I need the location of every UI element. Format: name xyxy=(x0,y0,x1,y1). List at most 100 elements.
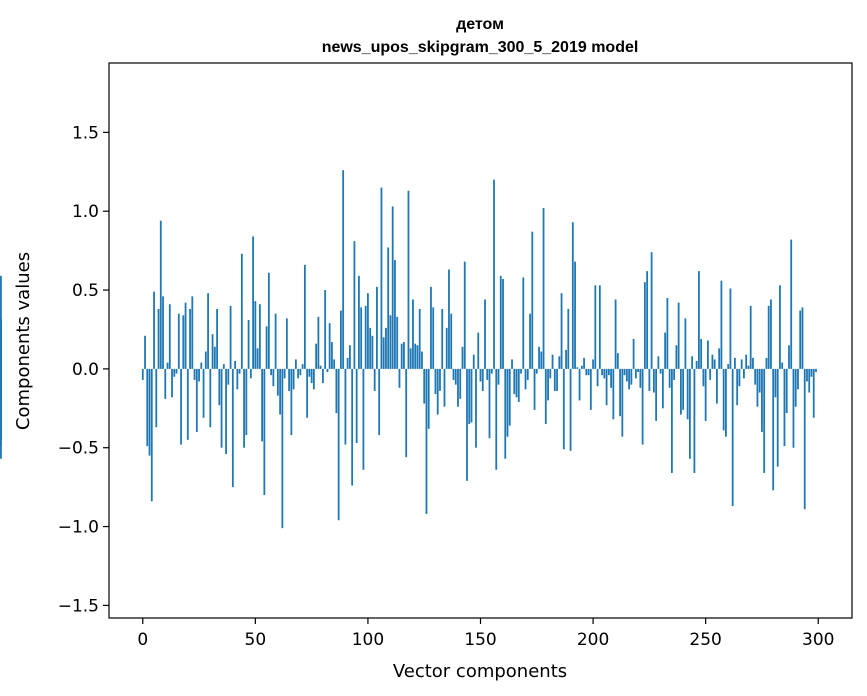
bar xyxy=(702,368,705,387)
bar xyxy=(754,368,757,385)
y-tick-label: 1.0 xyxy=(72,202,99,222)
x-tick-label: 200 xyxy=(577,630,609,650)
bar xyxy=(333,359,336,369)
bar xyxy=(562,368,565,450)
bar xyxy=(508,368,511,426)
x-tick-label: 300 xyxy=(802,630,834,650)
bar xyxy=(168,304,171,369)
bar xyxy=(385,327,387,369)
bar xyxy=(765,357,768,369)
bar xyxy=(646,271,649,369)
bar xyxy=(709,368,712,380)
bar xyxy=(315,343,318,369)
bar xyxy=(276,368,279,396)
bar xyxy=(387,247,390,369)
bar xyxy=(342,170,345,369)
bar xyxy=(256,348,259,369)
bar xyxy=(614,299,617,369)
bar xyxy=(576,367,579,369)
bar xyxy=(531,231,534,369)
bar xyxy=(477,332,480,369)
bar xyxy=(490,368,493,374)
bar xyxy=(628,368,631,390)
bar xyxy=(749,305,752,369)
bar xyxy=(725,368,727,437)
bar xyxy=(283,368,286,379)
bar xyxy=(321,368,324,384)
bar xyxy=(461,346,464,369)
bar xyxy=(378,368,381,436)
bar xyxy=(403,342,405,369)
bar xyxy=(279,368,282,415)
bar xyxy=(785,368,788,414)
bar xyxy=(713,359,716,369)
bar xyxy=(770,299,772,369)
bar xyxy=(526,368,529,380)
bar xyxy=(308,368,311,377)
bar xyxy=(238,368,241,374)
bar xyxy=(319,365,322,369)
bar xyxy=(803,368,806,510)
bar xyxy=(605,368,608,406)
bar xyxy=(416,345,419,369)
bar xyxy=(688,368,691,459)
bar xyxy=(691,356,694,369)
bar xyxy=(797,368,799,390)
bar xyxy=(301,364,304,369)
bar xyxy=(418,308,421,369)
bar xyxy=(245,368,248,436)
bar xyxy=(673,368,676,380)
chart-subtitle: news_upos_skipgram_300_5_2019 model xyxy=(322,39,639,56)
bar xyxy=(454,368,457,385)
bar xyxy=(677,302,680,369)
bar xyxy=(515,368,518,398)
bar xyxy=(603,368,606,379)
bar xyxy=(243,368,245,448)
bar xyxy=(405,368,408,458)
bar xyxy=(779,285,781,369)
bar xyxy=(481,368,484,391)
bar xyxy=(249,368,252,379)
bar xyxy=(682,368,685,410)
x-axis-label: Vector components xyxy=(393,661,567,682)
bar xyxy=(569,368,572,451)
y-tick-label: −1.0 xyxy=(58,518,99,538)
bar xyxy=(493,179,495,369)
bar xyxy=(538,346,540,369)
bar xyxy=(747,365,750,369)
bar xyxy=(540,351,543,369)
bar xyxy=(261,368,264,442)
x-tick-label: 100 xyxy=(352,630,384,650)
bar xyxy=(141,368,144,380)
bar xyxy=(457,368,459,407)
bar xyxy=(740,359,743,369)
bar xyxy=(227,368,230,385)
bar xyxy=(643,282,646,369)
bar xyxy=(409,348,412,369)
bar xyxy=(585,368,588,376)
bar xyxy=(610,368,612,388)
x-tick-label: 0 xyxy=(137,630,148,650)
bar xyxy=(247,320,250,369)
bar xyxy=(162,296,164,369)
bar xyxy=(745,354,748,369)
bar xyxy=(272,368,275,387)
bar xyxy=(792,368,795,448)
bar xyxy=(274,313,277,369)
bar xyxy=(184,302,187,369)
bar xyxy=(499,275,502,369)
bar xyxy=(756,368,759,407)
bar xyxy=(299,368,302,376)
bar xyxy=(177,313,180,369)
bar xyxy=(596,368,599,387)
bar xyxy=(144,335,146,369)
bar xyxy=(155,368,158,428)
bar xyxy=(263,368,266,496)
bar xyxy=(551,354,554,369)
plot-frame xyxy=(108,62,853,619)
bar xyxy=(292,368,295,390)
y-tick-label: −0.5 xyxy=(58,439,99,459)
bar xyxy=(720,280,723,369)
bar xyxy=(668,368,671,388)
bar xyxy=(396,316,399,369)
